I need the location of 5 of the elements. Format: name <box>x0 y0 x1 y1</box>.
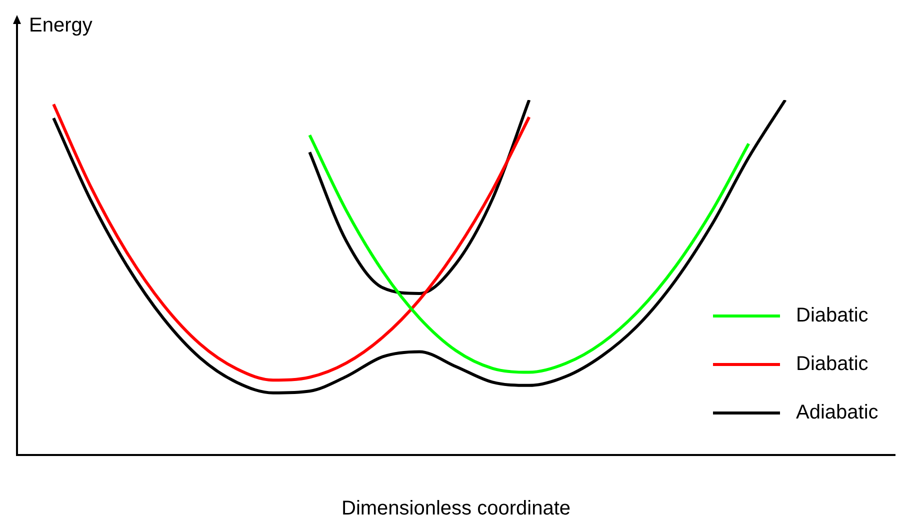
x-axis-title: Dimensionless coordinate <box>341 498 571 520</box>
y-axis-title: Energy <box>29 14 92 37</box>
legend-label: Diabatic <box>796 353 868 376</box>
legend-label: Diabatic <box>796 304 868 327</box>
legend-label: Adiabatic <box>796 402 878 424</box>
